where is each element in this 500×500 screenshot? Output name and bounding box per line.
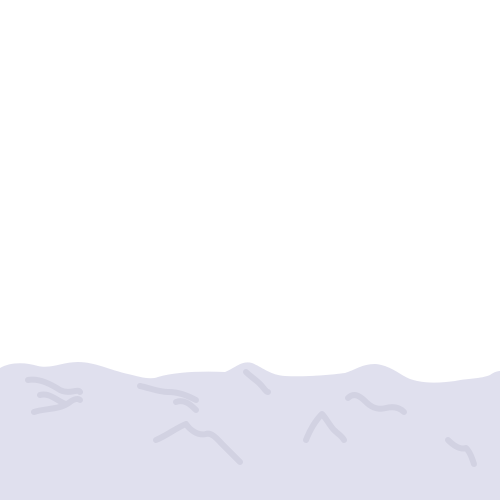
snow-ground	[0, 362, 500, 500]
scribble-mark	[445, 437, 477, 467]
scribble-mark	[137, 383, 199, 413]
scribble-marks	[25, 369, 477, 467]
scribble-mark	[153, 421, 243, 465]
scribble-mark	[243, 369, 271, 395]
scribble-mark	[303, 411, 347, 443]
scribble-mark	[25, 376, 83, 415]
scribble-mark	[345, 392, 407, 415]
